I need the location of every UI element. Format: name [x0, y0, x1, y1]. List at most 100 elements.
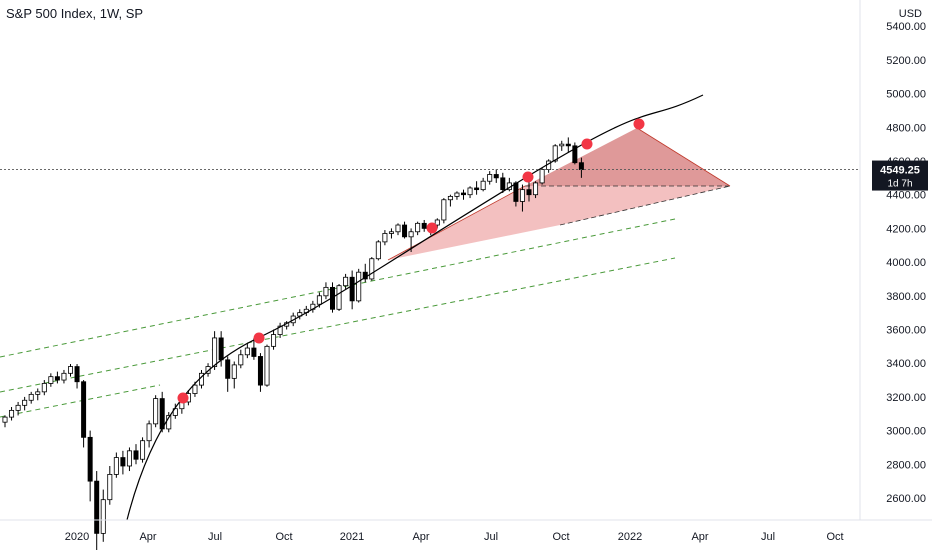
- y-tick-label: 3000.00: [886, 426, 926, 438]
- candle-body: [382, 233, 388, 243]
- candle-body: [153, 398, 159, 425]
- candle-body: [94, 480, 100, 534]
- candle-body: [225, 359, 231, 379]
- candle-body: [539, 169, 545, 184]
- candle-body: [369, 258, 375, 280]
- candle-body: [113, 457, 119, 475]
- candle-body: [565, 143, 571, 147]
- candle-body: [120, 457, 126, 467]
- candle-body: [271, 334, 277, 347]
- x-tick-label: Jul: [761, 531, 775, 543]
- candle-body: [192, 384, 198, 394]
- candle-body: [244, 347, 250, 356]
- candle-body: [35, 391, 41, 395]
- candle-body: [264, 345, 270, 386]
- candle-body: [48, 376, 54, 384]
- candle-body: [336, 285, 342, 310]
- x-tick-label: 2022: [618, 531, 642, 543]
- candle-body: [349, 276, 355, 302]
- y-tick-label: 5000.00: [886, 89, 926, 101]
- markers-layer: [177, 118, 645, 404]
- candle-body: [257, 356, 263, 386]
- candle-body: [28, 393, 34, 401]
- candle-body: [375, 241, 381, 260]
- y-tick-label: 3800.00: [886, 291, 926, 303]
- candle-body: [159, 398, 165, 430]
- candle-body: [277, 325, 283, 335]
- touch-marker: [633, 118, 645, 130]
- touch-marker: [426, 222, 438, 234]
- candle-body: [552, 145, 558, 162]
- candle-body: [133, 450, 139, 460]
- candle-body: [87, 436, 93, 482]
- currency-label: USD: [898, 8, 922, 20]
- candle-body: [559, 143, 565, 147]
- touch-marker: [253, 332, 265, 344]
- candle-body: [212, 337, 218, 367]
- candle-body: [513, 182, 519, 202]
- x-tick-label: Oct: [275, 531, 292, 543]
- candle-body: [22, 399, 28, 406]
- candle-body: [408, 231, 414, 238]
- candle-body: [460, 192, 466, 196]
- candle-body: [68, 366, 74, 374]
- candle-body: [467, 187, 473, 196]
- x-tick-label: Apr: [139, 531, 156, 543]
- x-tick-label: Apr: [691, 531, 708, 543]
- candle-body: [205, 366, 211, 374]
- candle-body: [356, 271, 362, 302]
- chart-title: S&P 500 Index, 1W, SP: [6, 6, 144, 21]
- candle-body: [474, 187, 480, 191]
- y-tick-label: 5400.00: [886, 21, 926, 33]
- candle-body: [487, 174, 493, 182]
- x-axis: 2020 Apr Jul Oct 2021 Apr Jul Oct 2022 Apr Jul Oct: [0, 519, 932, 543]
- candle-body: [343, 276, 349, 287]
- price-label-box: [872, 160, 928, 191]
- candle-body: [415, 222, 421, 233]
- candle-body: [61, 372, 67, 381]
- candle-body: [441, 199, 447, 221]
- y-tick-label: 4400.00: [886, 190, 926, 202]
- y-tick-label: 3400.00: [886, 358, 926, 370]
- touch-marker: [522, 171, 534, 183]
- candle-body: [81, 381, 87, 438]
- candle-body: [126, 450, 132, 467]
- candle-body: [402, 224, 408, 238]
- candle-body: [2, 416, 8, 423]
- rising-wedge-fill: [388, 186, 730, 260]
- x-tick-label: 2021: [340, 531, 364, 543]
- candle-body: [395, 224, 401, 233]
- channel-line: [0, 384, 161, 418]
- candle-body: [519, 189, 525, 202]
- candle-body: [316, 295, 322, 305]
- candle-body: [454, 192, 460, 197]
- triangle-edge: [636, 127, 731, 187]
- x-tick-label: Jul: [208, 531, 222, 543]
- candle-body: [533, 182, 539, 196]
- candle-body: [480, 180, 486, 191]
- last-price-label: 4549.25: [880, 165, 920, 177]
- candle-body: [166, 415, 172, 430]
- touch-marker: [177, 392, 189, 404]
- y-tick-label: 2600.00: [886, 493, 926, 505]
- y-tick-label: 2800.00: [886, 459, 926, 471]
- candle-body: [578, 162, 584, 170]
- candle-body: [100, 499, 106, 534]
- channel-line: [0, 257, 676, 393]
- candle-body: [9, 409, 15, 418]
- candle-body: [421, 222, 427, 229]
- x-tick-label: Jul: [484, 531, 498, 543]
- y-tick-label: 4800.00: [886, 122, 926, 134]
- candle-body: [238, 354, 244, 366]
- candle-body: [15, 404, 21, 411]
- x-tick-label: 2020: [65, 531, 89, 543]
- price-layer: 4549.25 1d 7h: [0, 160, 928, 191]
- x-tick-label: Oct: [552, 531, 569, 543]
- candle-body: [41, 383, 47, 393]
- touch-marker: [581, 138, 593, 150]
- candle-body: [54, 376, 60, 381]
- x-tick-label: Apr: [412, 531, 429, 543]
